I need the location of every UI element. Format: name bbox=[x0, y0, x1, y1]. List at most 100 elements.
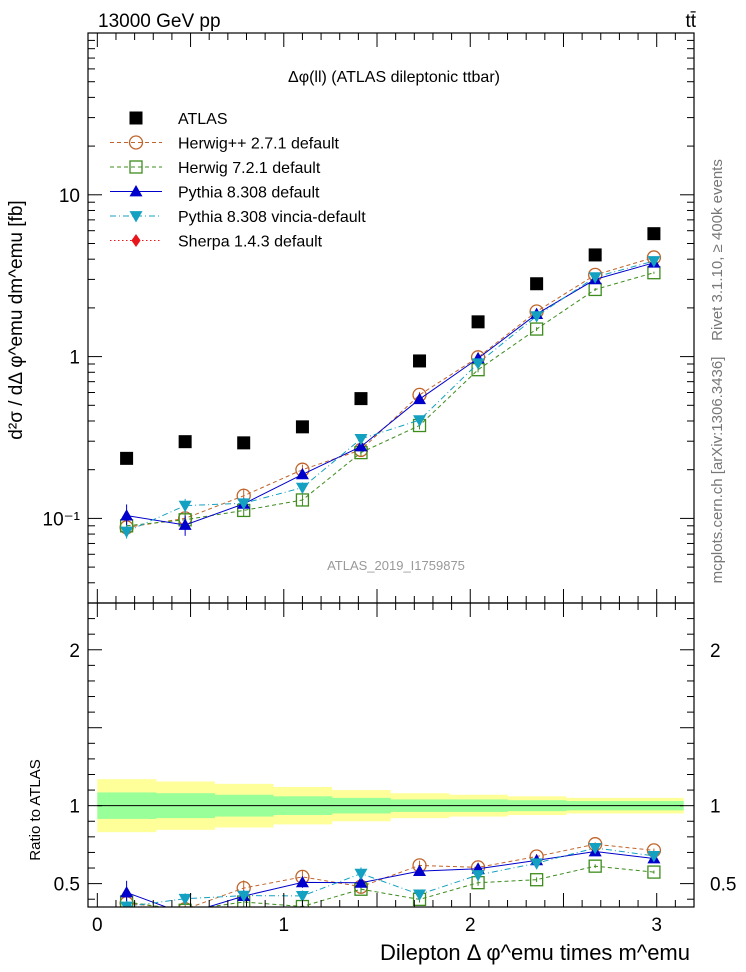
data-point bbox=[120, 451, 134, 465]
legend-label: Herwig++ 2.7.1 default bbox=[178, 136, 340, 153]
data-point bbox=[354, 876, 368, 888]
data-point bbox=[178, 518, 192, 530]
main-plot-panel: Δφ(ll) (ATLAS dileptonic ttbar) ATLAS_20… bbox=[6, 32, 695, 604]
legend-item: Herwig++ 2.7.1 default bbox=[110, 135, 340, 153]
ratio-plot-panel: 0.5 0.5 1 1 2 2 0 1 2 3 Ratio to ATLAS Dilepton … bbox=[27, 602, 737, 965]
data-point bbox=[647, 256, 661, 268]
legend-item: Pythia 8.308 vincia-default bbox=[110, 209, 366, 226]
y-tick-label-right: 0.5 bbox=[710, 875, 736, 896]
y-tick-label-left: 2 bbox=[69, 641, 80, 662]
legend-marker bbox=[129, 111, 143, 125]
legend-item: Sherpa 1.4.3 default bbox=[110, 234, 323, 251]
ratio-y-axis-label: Ratio to ATLAS bbox=[27, 759, 44, 860]
series-line bbox=[126, 843, 654, 907]
data-point bbox=[178, 435, 192, 449]
x-tick-label: 1 bbox=[278, 915, 289, 936]
series-line bbox=[126, 272, 655, 527]
data-point bbox=[529, 322, 544, 336]
ratio-series-layer bbox=[119, 837, 662, 919]
legend-label: Pythia 8.308 vincia-default bbox=[178, 209, 366, 226]
x-tick-labels: 0 1 2 3 bbox=[92, 915, 662, 936]
series-line bbox=[126, 262, 655, 526]
legend-item: Herwig 7.2.1 default bbox=[110, 160, 321, 177]
data-point bbox=[647, 865, 661, 879]
x-tick-label: 0 bbox=[92, 915, 103, 936]
data-point bbox=[354, 868, 368, 881]
data-point bbox=[295, 891, 309, 903]
mcplots-label: mcplots.cern.ch [arXiv:1306.3436] bbox=[709, 357, 726, 584]
data-point bbox=[237, 890, 251, 903]
data-point bbox=[413, 889, 427, 901]
y-tick-label-right: 2 bbox=[710, 641, 721, 662]
series-line bbox=[126, 260, 655, 532]
y-tick-label-right: 1 bbox=[710, 797, 721, 818]
data-point bbox=[354, 392, 368, 406]
main-axis-ticks bbox=[88, 32, 694, 604]
ratio-y-tick-labels: 0.5 0.5 1 1 2 2 bbox=[54, 641, 737, 896]
legend-marker bbox=[128, 135, 144, 150]
data-point bbox=[647, 850, 661, 863]
data-point bbox=[120, 886, 134, 898]
data-point bbox=[237, 436, 251, 450]
data-point bbox=[413, 415, 427, 427]
analysis-watermark: ATLAS_2019_I1759875 bbox=[327, 558, 465, 573]
data-point bbox=[413, 392, 427, 405]
main-y-axis-label: d²σ / dΔ φ^emu dm^emu [fb] bbox=[6, 200, 27, 439]
data-point bbox=[588, 272, 602, 284]
data-point bbox=[530, 311, 544, 323]
data-point bbox=[295, 482, 309, 495]
data-point bbox=[413, 354, 427, 368]
data-point bbox=[529, 873, 544, 887]
series-line bbox=[126, 257, 655, 528]
main-series-layer bbox=[119, 227, 662, 539]
data-point bbox=[471, 315, 485, 329]
data-point bbox=[178, 893, 192, 906]
data-point bbox=[530, 858, 544, 870]
legend-marker bbox=[131, 234, 141, 247]
legend-marker bbox=[129, 160, 143, 174]
legend-marker bbox=[129, 211, 143, 223]
data-point bbox=[295, 420, 309, 434]
data-point bbox=[530, 277, 544, 291]
data-point bbox=[354, 434, 368, 446]
legend-label: Herwig 7.2.1 default bbox=[178, 160, 321, 177]
y-tick-label-left: 1 bbox=[69, 797, 80, 818]
ratio-uncertainty-bands bbox=[97, 779, 684, 833]
data-point bbox=[413, 864, 427, 877]
data-point bbox=[120, 901, 134, 907]
data-point bbox=[178, 500, 192, 513]
data-point bbox=[295, 467, 309, 480]
process-label: tt̄ bbox=[685, 11, 696, 32]
data-point bbox=[120, 509, 134, 521]
energy-label: 13000 GeV pp bbox=[98, 11, 221, 32]
legend-label: ATLAS bbox=[178, 111, 228, 128]
y-tick-label: 1 bbox=[69, 348, 80, 369]
x-tick-label: 2 bbox=[465, 915, 476, 936]
legend-item: Pythia 8.308 default bbox=[110, 185, 320, 202]
data-point bbox=[471, 870, 485, 882]
data-point bbox=[237, 498, 251, 510]
x-axis-label: Dilepton Δ φ^emu times m^emu bbox=[380, 940, 690, 965]
series-line bbox=[126, 865, 654, 907]
data-point bbox=[647, 227, 661, 241]
plot-title: Δφ(ll) (ATLAS dileptonic ttbar) bbox=[288, 69, 500, 86]
main-y-tick-labels: 10⁻¹ 1 10 bbox=[43, 186, 81, 531]
data-point bbox=[471, 358, 485, 370]
y-tick-label: 10⁻¹ bbox=[43, 509, 81, 530]
data-point bbox=[295, 875, 309, 888]
legend-label: Pythia 8.308 default bbox=[178, 185, 320, 202]
legend-label: Sherpa 1.4.3 default bbox=[178, 234, 323, 251]
rivet-label: Rivet 3.1.10, ≥ 400k events bbox=[709, 159, 726, 341]
data-point bbox=[588, 248, 602, 262]
legend-item: ATLAS bbox=[129, 111, 228, 128]
x-tick-label: 3 bbox=[651, 915, 662, 936]
data-point bbox=[179, 908, 192, 919]
series-line bbox=[126, 850, 654, 907]
data-point bbox=[354, 440, 368, 452]
legend-marker bbox=[129, 185, 143, 197]
ratio-frame bbox=[87, 602, 695, 908]
y-tick-label-left: 0.5 bbox=[54, 875, 80, 896]
y-tick-label: 10 bbox=[59, 186, 80, 207]
ratio-axis-ticks bbox=[88, 602, 694, 907]
